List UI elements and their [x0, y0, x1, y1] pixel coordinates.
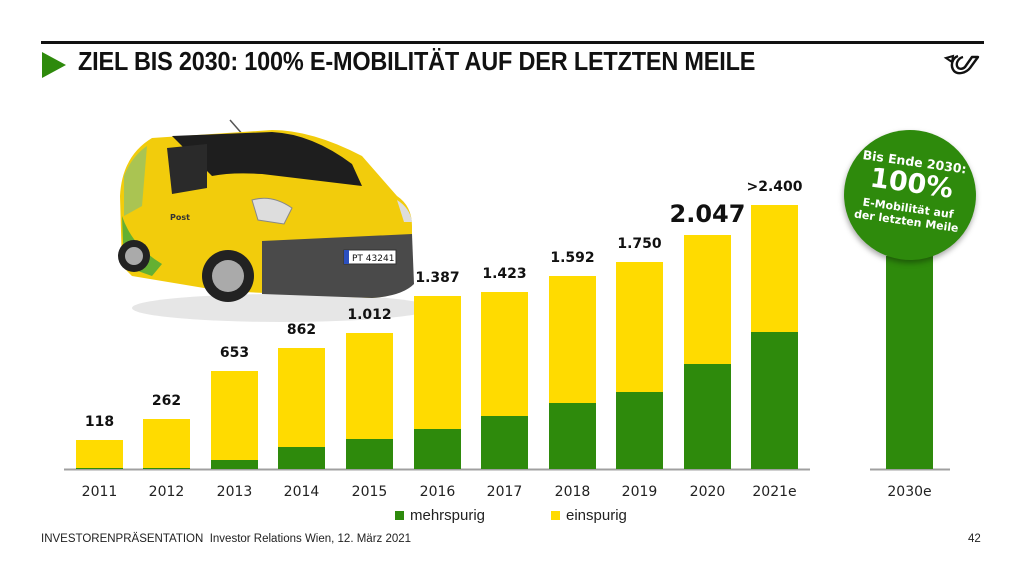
data-label: 653 — [220, 345, 249, 361]
van-license-plate: PT 43241 — [352, 254, 394, 264]
bar-mehrspurig-2013 — [211, 460, 258, 469]
x-tick-label: 2017 — [487, 484, 523, 500]
bar-mehrspurig-2018 — [549, 403, 596, 469]
bar-einspurig-2016 — [414, 296, 461, 429]
title-rule — [41, 41, 984, 44]
bar-einspurig-2011 — [76, 440, 123, 468]
bar-einspurig-2014 — [278, 348, 325, 447]
x-tick-label: 2018 — [555, 484, 591, 500]
bar-einspurig-2017 — [481, 292, 528, 416]
x-tick-label: 2015 — [352, 484, 388, 500]
bar-einspurig-2018 — [549, 276, 596, 403]
page-number: 42 — [968, 533, 981, 545]
x-tick-label: 2016 — [420, 484, 456, 500]
bar-einspurig-2013 — [211, 371, 258, 460]
legend-label-einspurig: einspurig — [566, 507, 627, 524]
footer-label: INVESTORENPRÄSENTATION — [41, 533, 204, 545]
title-arrow-icon — [42, 52, 66, 78]
data-label: 1.012 — [347, 307, 391, 323]
data-label: 118 — [85, 414, 114, 430]
x-tick-label: 2012 — [149, 484, 185, 500]
bar-mehrspurig-2021e — [751, 332, 798, 469]
bar-mehrspurig-2017 — [481, 416, 528, 469]
data-label: 1.387 — [415, 270, 459, 286]
x-tick-label: 2019 — [622, 484, 658, 500]
x-tick-label: 2021e — [752, 484, 796, 500]
legend-swatch-mehrspurig — [395, 511, 404, 520]
bar-einspurig-2012 — [143, 419, 190, 468]
bar-mehrspurig-2020 — [684, 364, 731, 469]
x-tick-label: 2020 — [690, 484, 726, 500]
bar-mehrspurig-2016 — [414, 429, 461, 469]
footer: INVESTORENPRÄSENTATION Investor Relation… — [41, 533, 411, 545]
legend-item-mehrspurig: mehrspurig — [395, 507, 485, 524]
post-van-image: PT 43241 Post — [118, 119, 430, 322]
bar-mehrspurig-2011 — [76, 468, 123, 469]
legend-item-einspurig: einspurig — [551, 507, 627, 524]
data-label: 2.047 — [670, 200, 746, 228]
footer-text: Investor Relations Wien, 12. März 2021 — [209, 533, 412, 545]
bar-einspurig-2015 — [346, 333, 393, 439]
bar-mehrspurig-2019 — [616, 392, 663, 469]
data-label: 1.423 — [482, 266, 526, 282]
legend-label-mehrspurig: mehrspurig — [410, 507, 486, 524]
x-tick-label: 2013 — [217, 484, 253, 500]
legend-swatch-einspurig — [551, 511, 560, 520]
bar-mehrspurig-2012 — [143, 468, 190, 469]
data-label: 862 — [287, 322, 316, 338]
x-tick-label: 2030e — [887, 484, 931, 500]
bar-mehrspurig-2015 — [346, 439, 393, 469]
van-post-logo-text: Post — [170, 213, 190, 222]
bar-einspurig-2020 — [684, 235, 731, 364]
x-tick-label: 2011 — [82, 484, 118, 500]
data-label: >2.400 — [746, 179, 802, 195]
slide-title: ZIEL BIS 2030: 100% E-MOBILITÄT AUF DER … — [78, 48, 756, 76]
bar-mehrspurig-2014 — [278, 447, 325, 469]
data-label: 262 — [152, 393, 181, 409]
data-label: 1.750 — [617, 236, 662, 252]
bar-einspurig-2021e — [751, 205, 798, 332]
post-horn-logo-icon — [943, 54, 980, 75]
bar-einspurig-2019 — [616, 262, 663, 392]
x-tick-label: 2014 — [284, 484, 320, 500]
data-label: 1.592 — [550, 250, 594, 266]
bar-mehrspurig-2030e — [886, 256, 933, 469]
